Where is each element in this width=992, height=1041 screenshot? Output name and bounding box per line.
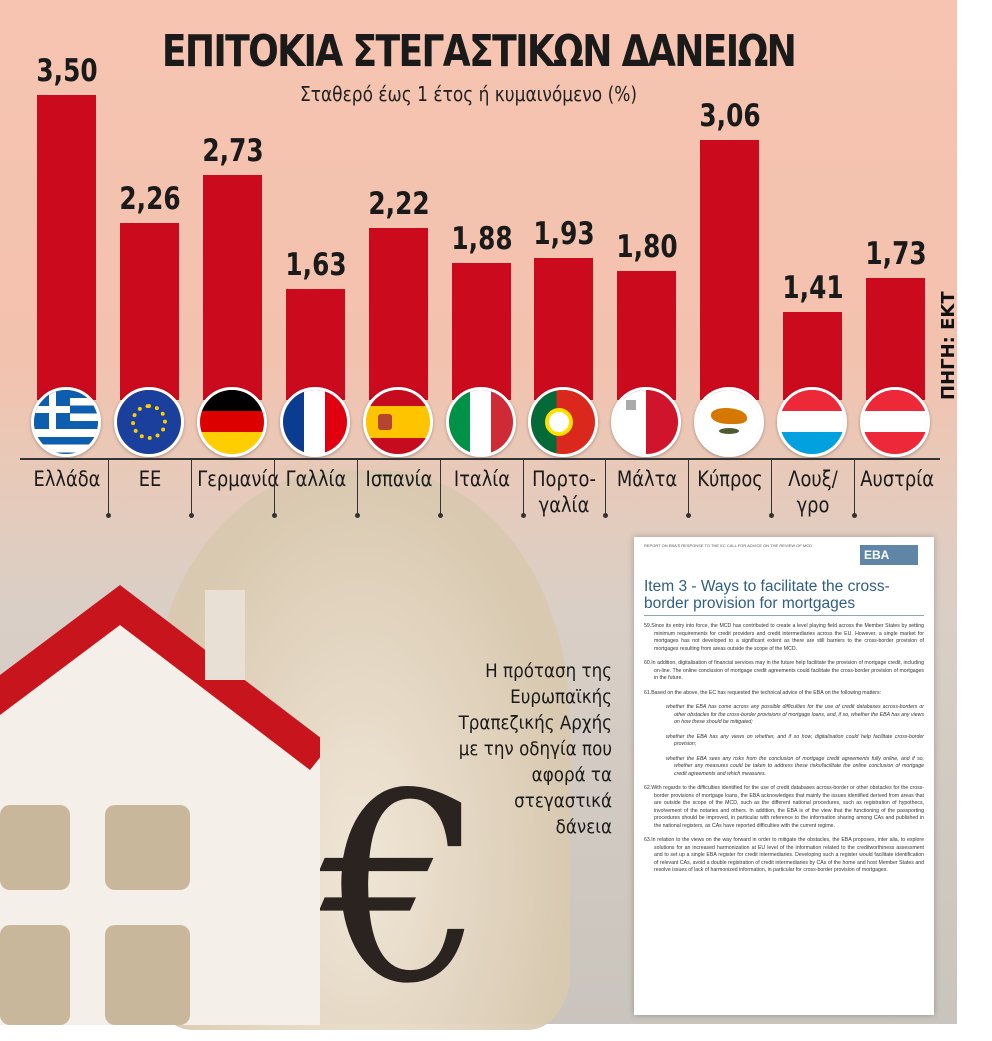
document-paragraph: 60.In addition, digitalisation of financ… (644, 660, 924, 681)
euro-symbol-image: € (320, 739, 486, 1041)
document-paragraph: 63.In relation to the views on the way f… (644, 837, 924, 873)
x-axis-line (20, 458, 940, 460)
category-label: Πορτο- γαλία (532, 467, 597, 517)
bar-france (285, 288, 345, 400)
france-flag-icon (279, 387, 350, 457)
category-divider (354, 459, 360, 518)
category-label: Ιταλία (453, 467, 510, 491)
category-divider (769, 459, 775, 518)
value-label: 1,88 (450, 220, 513, 257)
bar-spain (368, 227, 428, 400)
category-divider (106, 459, 111, 518)
value-label: 1,93 (533, 215, 595, 252)
portugal-flag-icon (528, 387, 599, 457)
house-image (0, 585, 320, 1025)
eba-document-image: REPORT ON EBA'S RESPONSE TO THE EC CALL … (634, 537, 934, 1015)
category-label: Αυστρία (860, 467, 935, 491)
germany-flag-icon (196, 387, 267, 457)
greece-flag-icon (31, 387, 101, 457)
bar-italy (451, 262, 511, 400)
category-label: Ελλάδα (33, 467, 101, 491)
value-label: 1,73 (865, 236, 927, 273)
value-label: 1,80 (616, 229, 678, 266)
document-bullet: whether the EBA has come across any poss… (666, 704, 924, 725)
document-header: REPORT ON EBA'S RESPONSE TO THE EC CALL … (644, 543, 812, 548)
document-bullet: whether the EBA sees any risks from the … (666, 755, 924, 777)
category-divider (852, 459, 858, 518)
bar-eu (119, 223, 179, 400)
spain-flag-icon (362, 387, 433, 457)
bar-austria (866, 278, 925, 400)
category-label: Ισπανία (365, 467, 433, 491)
bar-greece (37, 94, 96, 400)
italy-flag-icon (445, 387, 516, 457)
bar-luxembourg (783, 311, 843, 400)
category-divider (686, 459, 692, 518)
bar-malta (617, 271, 677, 400)
category-label: Κύπρος (697, 467, 763, 491)
value-label: 1,41 (782, 269, 844, 306)
category-label: Μάλτα (617, 467, 678, 491)
category-divider (520, 459, 526, 518)
category-divider (603, 459, 609, 518)
chart-subtitle: Σταθερό έως 1 έτος ή κυμαινόμενο (%) (300, 82, 638, 106)
bar-cyprus (700, 140, 760, 400)
document-bullet: whether the EBA has any views on whether… (666, 733, 924, 748)
category-label: Λουξ/γρο (788, 467, 838, 517)
austria-flag-icon (860, 387, 930, 457)
category-label: ΕΕ (138, 467, 162, 491)
eba-logo: EBA (860, 545, 918, 565)
bar-portugal (534, 257, 594, 400)
category-divider (188, 459, 194, 518)
document-paragraph: 59.Since its entry into force, the MCD h… (644, 623, 924, 652)
bar-germany (202, 174, 262, 400)
value-label: 2,22 (367, 185, 430, 222)
caption-text: Η πρόταση της Ευρωπαϊκής Τραπεζικής Αρχή… (458, 660, 612, 838)
document-paragraph: 62.With regards to the difficulties iden… (644, 785, 924, 829)
eu-flag-icon (113, 387, 184, 457)
luxembourg-flag-icon (777, 387, 848, 457)
category-label: Γαλλία (285, 467, 347, 491)
document-title: Item 3 - Ways to facilitate the cross-bo… (644, 578, 924, 616)
category-divider (271, 459, 277, 518)
category-label: Γερμανία (197, 467, 279, 491)
source-label: ΠΗΓΗ: ΕΚΤ (938, 291, 959, 400)
malta-flag-icon (611, 387, 682, 457)
value-label: 2,73 (202, 132, 264, 169)
document-paragraph: 61.Based on the above, the EC has reques… (644, 689, 882, 696)
value-label: 3,06 (699, 98, 761, 135)
chart-title: ΕΠΙΤΟΚΙΑ ΣΤΕΓΑΣΤΙΚΩΝ ΔΑΝΕΙΩΝ (161, 26, 797, 77)
value-label: 1,63 (285, 246, 347, 283)
value-label: 2,26 (119, 181, 181, 218)
category-divider (437, 459, 443, 518)
value-label: 3,50 (36, 52, 98, 89)
cyprus-flag-icon (694, 387, 765, 457)
